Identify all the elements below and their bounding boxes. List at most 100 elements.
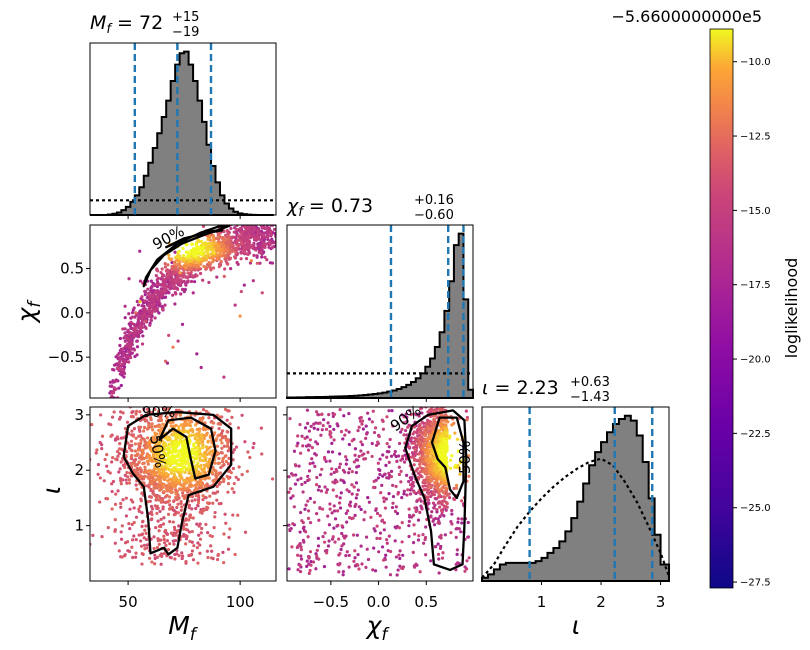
scatter-point	[291, 494, 295, 498]
scatter-point	[215, 484, 219, 489]
scatter-point	[119, 383, 123, 388]
scatter-point	[172, 499, 176, 503]
scatter-point	[381, 427, 385, 431]
scatter-point	[430, 493, 434, 497]
scatter-point	[277, 222, 280, 225]
scatter-point	[156, 409, 161, 413]
scatter-point	[431, 519, 435, 523]
scatter-point	[166, 436, 170, 440]
scatter-point	[198, 543, 202, 547]
scatter-point	[226, 238, 230, 243]
scatter-point	[156, 391, 159, 394]
scatter-point	[433, 474, 438, 478]
scatter-point	[230, 249, 234, 254]
scatter-point	[438, 514, 442, 519]
scatter-point	[339, 430, 344, 434]
scatter-point	[206, 531, 210, 535]
scatter-point	[135, 339, 139, 343]
scatter-point	[435, 479, 439, 483]
scatter-point	[123, 331, 127, 335]
scatter-point	[149, 510, 153, 514]
scatter-point	[133, 464, 137, 468]
scatter-point	[165, 539, 170, 543]
scatter-point	[182, 253, 186, 258]
scatter-point	[135, 345, 140, 349]
scatter-point	[429, 434, 433, 438]
scatter-point	[141, 462, 145, 466]
scatter-point	[173, 250, 177, 254]
scatter-point	[186, 456, 191, 461]
scatter-point	[232, 490, 236, 494]
scatter-point	[303, 507, 307, 511]
scatter-point	[427, 426, 431, 430]
scatter-point	[200, 417, 204, 422]
scatter-point	[185, 276, 190, 280]
scatter-point	[233, 303, 237, 307]
scatter-point	[450, 512, 454, 516]
scatter-point	[179, 514, 183, 518]
scatter-point	[335, 480, 339, 484]
scatter-point	[155, 303, 159, 307]
scatter-point	[296, 441, 300, 445]
scatter-point	[110, 460, 114, 464]
scatter-point	[317, 557, 321, 561]
scatter-point	[124, 360, 128, 364]
scatter-point	[196, 504, 200, 508]
scatter-point	[262, 231, 266, 235]
scatter-point	[142, 437, 146, 441]
scatter-point	[123, 426, 128, 431]
scatter-point	[267, 240, 272, 245]
scatter-point	[419, 456, 423, 460]
scatter-point	[179, 461, 183, 465]
scatter-point	[455, 437, 460, 441]
scatter-point	[223, 254, 227, 258]
scatter-point	[269, 233, 274, 237]
scatter-point	[221, 238, 225, 243]
scatter-point	[322, 540, 327, 544]
scatter-point	[304, 503, 308, 507]
scatter-point	[338, 407, 342, 412]
scatter-point	[373, 569, 378, 573]
scatter-point	[414, 469, 418, 473]
scatter-point	[226, 262, 230, 266]
scatter-point	[347, 490, 351, 494]
scatter-point	[359, 415, 363, 420]
scatter-point	[135, 487, 139, 491]
scatter-point	[129, 326, 133, 330]
scatter-point	[127, 277, 131, 281]
scatter-point	[149, 495, 153, 499]
scatter-point	[385, 415, 389, 419]
scatter-point	[227, 535, 231, 540]
title-chif: χf = 0.73	[286, 195, 373, 220]
scatter-point	[439, 450, 443, 455]
scatter-point	[90, 423, 94, 427]
scatter-point	[154, 433, 158, 437]
scatter-point	[117, 470, 121, 474]
scatter-point	[150, 560, 154, 564]
scatter-point	[323, 457, 327, 461]
scatter-point	[209, 247, 213, 251]
scatter-point	[132, 520, 136, 525]
scatter-point	[168, 542, 172, 546]
scatter-point	[455, 548, 459, 552]
scatter-point	[131, 434, 135, 438]
scatter-point	[399, 430, 403, 434]
scatter-point	[263, 245, 267, 249]
scatter-point	[209, 556, 214, 560]
scatter-point	[171, 293, 175, 297]
scatter-point	[200, 403, 203, 406]
scatter-point	[417, 430, 422, 434]
scatter-point	[299, 557, 304, 561]
scatter-point	[313, 464, 317, 468]
scatter-point	[199, 365, 203, 370]
scatter-point	[439, 437, 443, 441]
scatter-point	[183, 458, 187, 462]
scatter-point	[142, 470, 146, 474]
scatter-point	[150, 512, 154, 517]
scatter-point	[209, 420, 213, 424]
scatter-point	[424, 525, 428, 529]
scatter-point	[174, 262, 178, 266]
scatter-point	[157, 282, 161, 286]
scatter-point	[366, 411, 370, 415]
scatter-point	[190, 447, 194, 451]
